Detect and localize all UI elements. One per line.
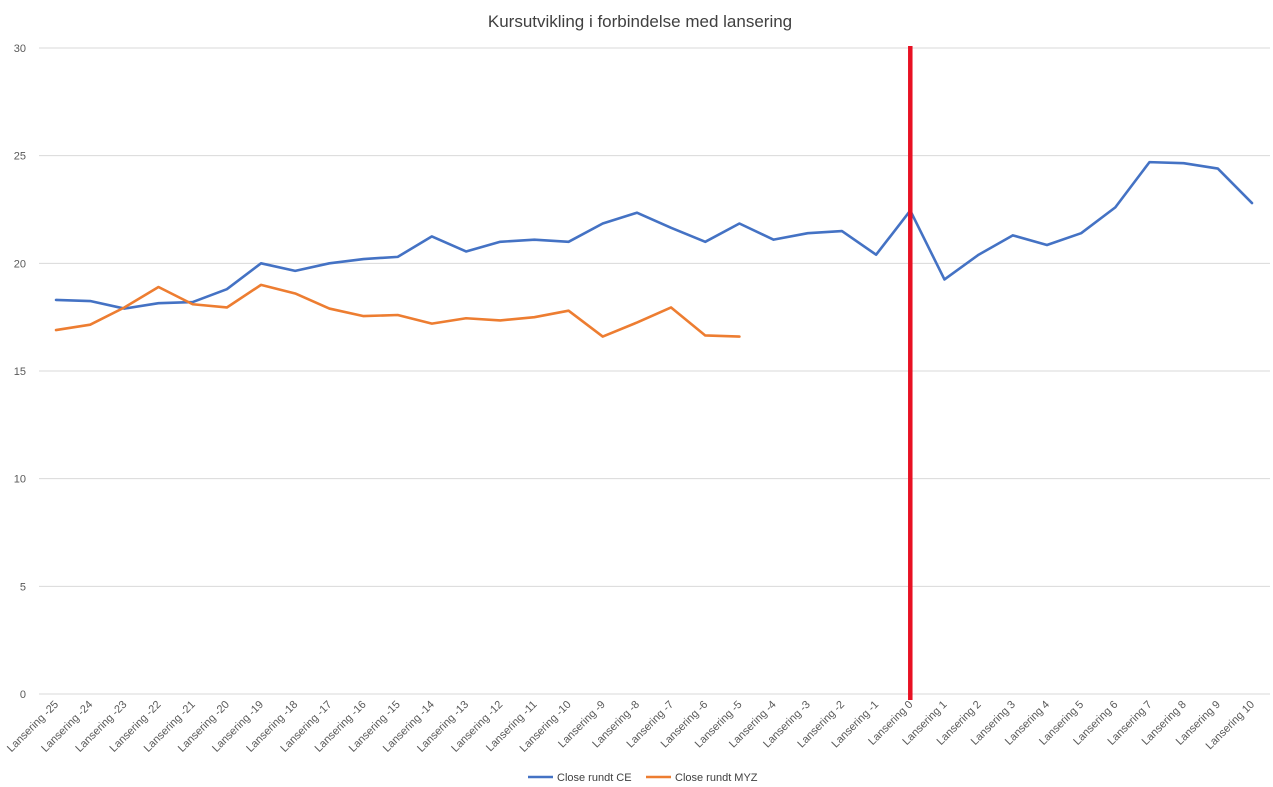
gridlines [39,47,1270,695]
legend: Close rundt CE Close rundt MYZ [528,772,758,784]
y-tick-label: 20 [14,258,26,270]
y-tick-label: 30 [14,43,26,55]
series-line-myz [54,283,741,338]
series-line-ce [54,160,1254,310]
data-series [54,160,1254,338]
chart-title: Kursutvikling i forbindelse med lanserin… [488,12,792,31]
legend-label: Close rundt MYZ [675,772,758,784]
y-tick-label: 10 [14,474,26,486]
y-tick-label: 25 [14,151,26,163]
y-axis-tick-labels: 0 5 10 15 20 25 30 [14,43,26,701]
legend-label: Close rundt CE [557,772,632,784]
y-tick-label: 5 [20,581,26,593]
y-tick-label: 15 [14,366,26,378]
y-tick-label: 0 [20,689,26,701]
